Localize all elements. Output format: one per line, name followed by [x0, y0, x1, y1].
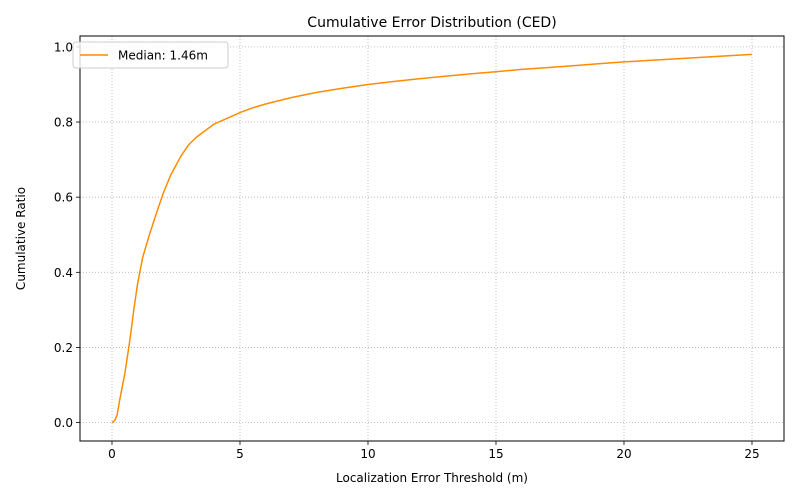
x-tick-label: 5 — [236, 447, 244, 461]
y-tick-label: 0.0 — [54, 416, 73, 430]
y-tick-label: 0.4 — [54, 266, 73, 280]
x-axis-label: Localization Error Threshold (m) — [336, 471, 528, 485]
plot-frame — [79, 35, 785, 442]
y-tick-label: 0.8 — [54, 116, 73, 130]
y-tick-label: 0.2 — [54, 341, 73, 355]
y-tick-label: 1.0 — [54, 40, 73, 54]
y-axis-label: Cumulative Ratio — [14, 187, 28, 290]
series-layer — [111, 53, 753, 424]
series-line — [111, 53, 753, 424]
legend-label: Median: 1.46m — [118, 49, 208, 63]
x-tick-label: 25 — [744, 447, 759, 461]
x-tick-label: 20 — [616, 447, 631, 461]
ticks: 0 5 10 15 20 25 0.0 0.2 0.4 0.6 0.8 1.0 — [54, 40, 760, 461]
y-tick-label: 0.6 — [54, 191, 73, 205]
legend-box — [72, 41, 229, 69]
x-tick-label: 10 — [360, 447, 375, 461]
x-tick-label: 15 — [488, 447, 503, 461]
x-tick-label: 0 — [108, 447, 116, 461]
legend: Median: 1.46m — [72, 41, 229, 69]
chart-title: Cumulative Error Distribution (CED) — [307, 15, 556, 31]
